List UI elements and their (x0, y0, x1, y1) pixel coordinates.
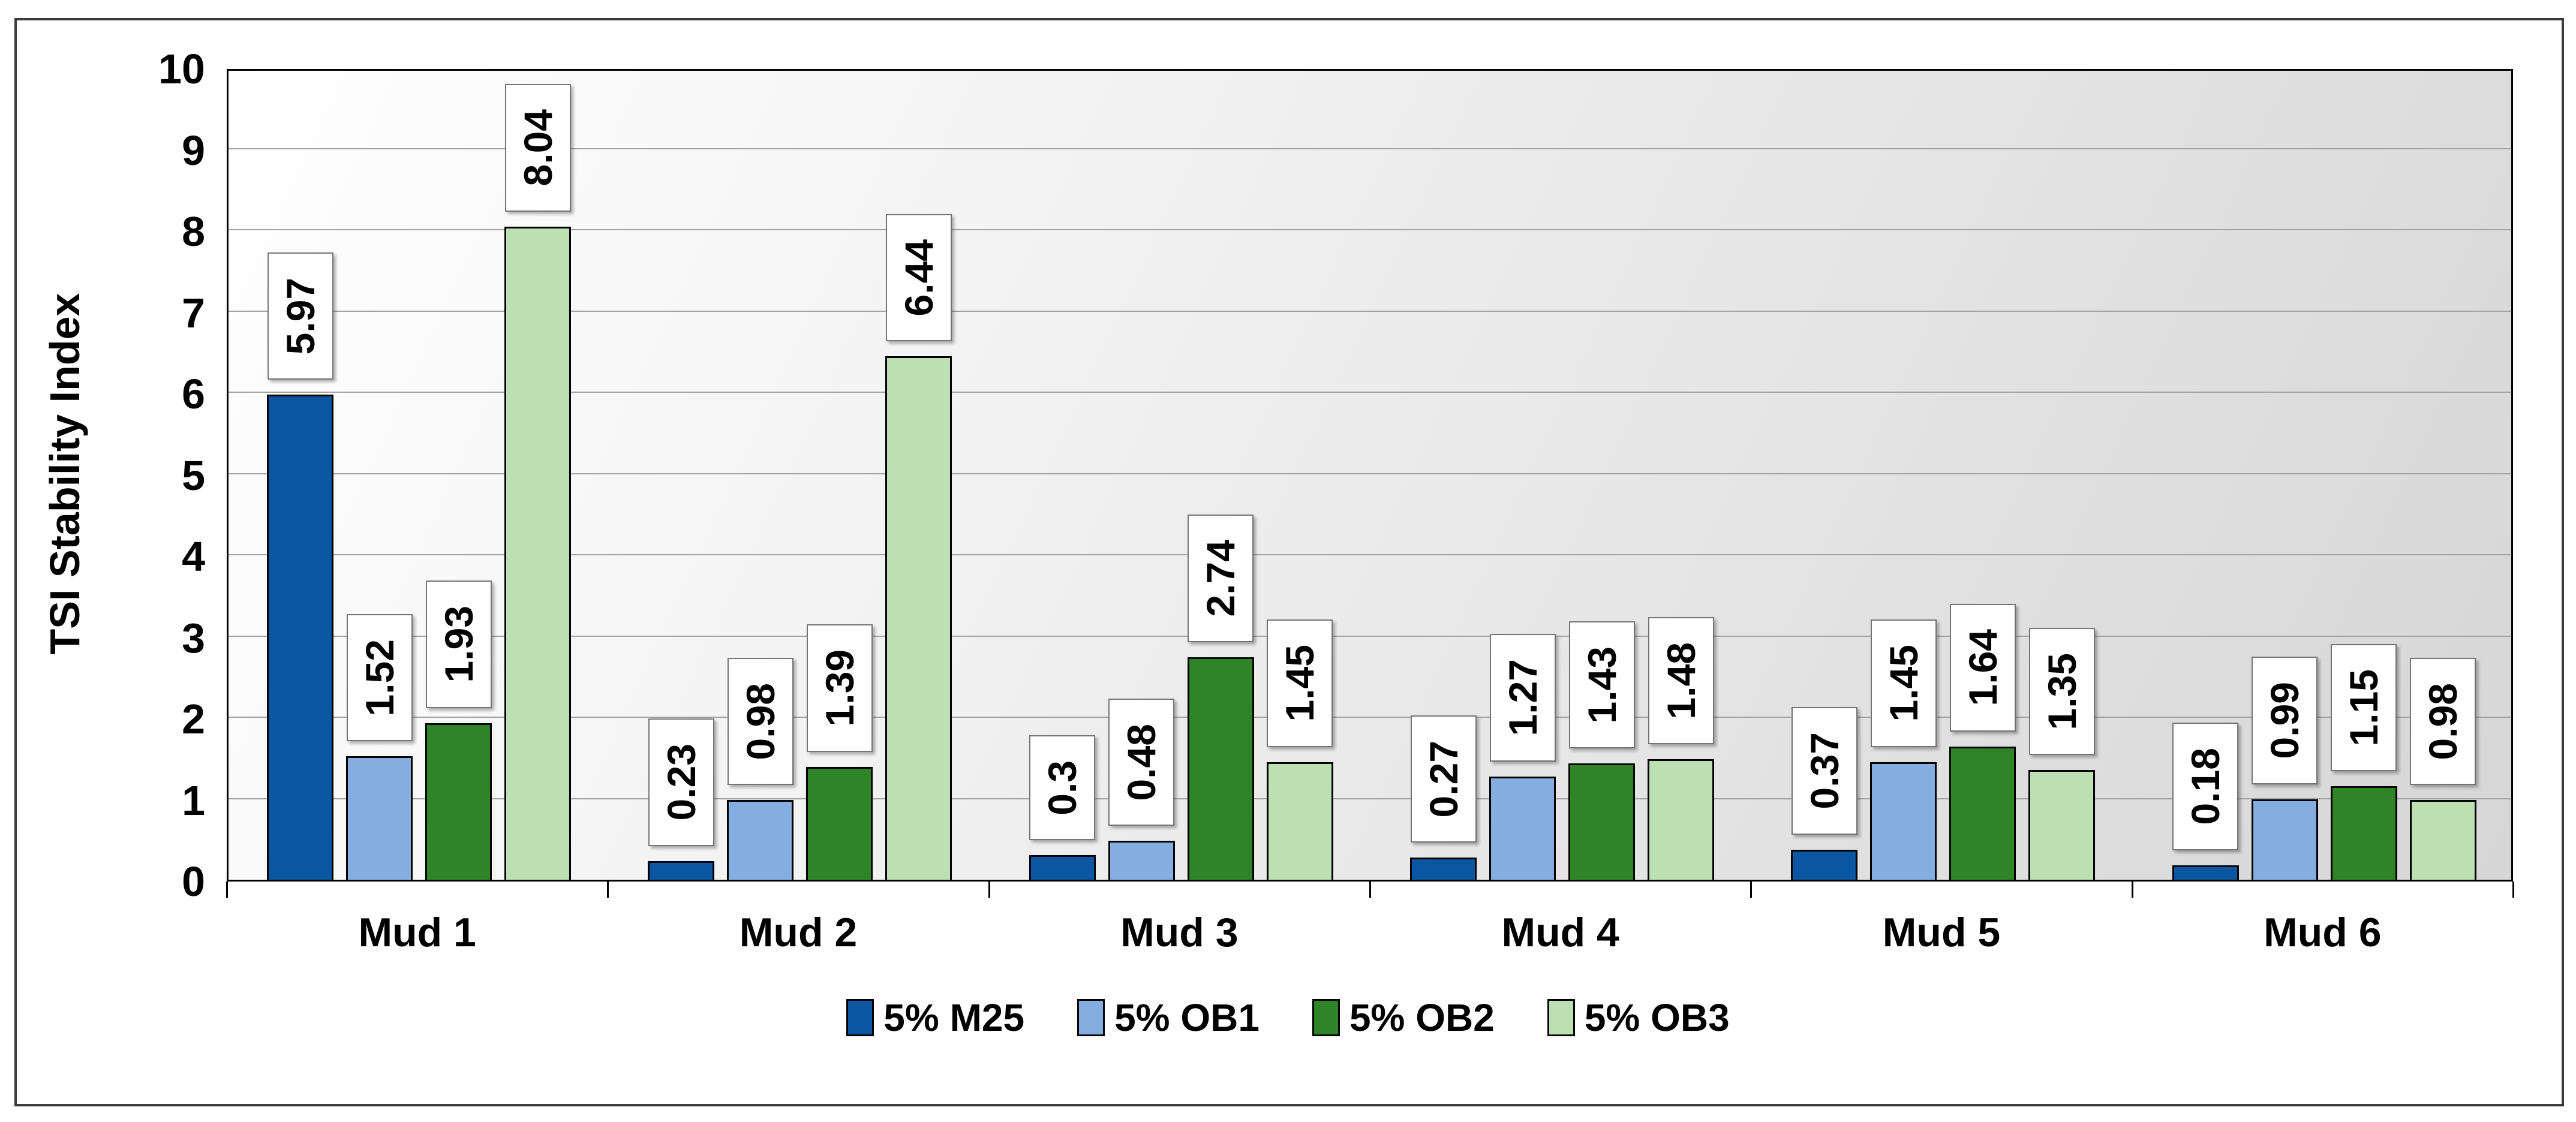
gridline-y9 (229, 148, 2511, 149)
bar-5-ob1-6 (2251, 799, 2318, 880)
bar-5-ob3-4 (1648, 759, 1714, 880)
category-label-3: Mud 3 (1120, 910, 1239, 955)
bar-5-ob2-5 (1949, 746, 2016, 880)
gridline-y2 (229, 717, 2511, 718)
category-label-4: Mud 4 (1501, 910, 1619, 955)
plot-area: 5.97 0.23 0.3 0.27 0.37 0.18 1.52 0.98 0.48 1.27 1… (227, 69, 2513, 882)
bar-value-label: 1.27 (1489, 634, 1556, 762)
bar-5-ob3-3 (1266, 762, 1333, 880)
legend-label: 5% OB1 (1114, 996, 1260, 1039)
category-label-6: Mud 6 (2264, 910, 2382, 955)
legend-item-5-m25: 5% M25 (846, 995, 1024, 1040)
legend: 5% M25 5% OB1 5% OB2 5% OB3 (0, 995, 2576, 1040)
bar-5-ob3-5 (2028, 770, 2096, 880)
gridline-y6 (229, 392, 2511, 393)
y-tick-label-9: 9 (182, 127, 205, 174)
bar-value-label: 1.93 (425, 580, 492, 708)
bar-value-label: 1.15 (2331, 643, 2397, 772)
legend-label: 5% OB2 (1349, 996, 1495, 1039)
bar-value-label: 0.18 (2172, 723, 2239, 850)
bar-value-label: 1.39 (806, 624, 873, 752)
x-axis-tick (1750, 882, 1753, 898)
bar-5-ob1-5 (1870, 762, 1937, 880)
bar-value-label: 0.27 (1410, 715, 1477, 843)
bar-value-label: 1.48 (1648, 617, 1714, 745)
x-axis-tick (607, 882, 609, 898)
bar-value-label: 0.37 (1791, 707, 1857, 835)
legend-swatch-icon (1077, 999, 1105, 1036)
gridline-y8 (229, 229, 2511, 230)
legend-label: 5% OB3 (1584, 996, 1730, 1039)
bar-5-ob3-6 (2409, 800, 2476, 880)
gridline-y4 (229, 554, 2511, 555)
y-tick-label-4: 4 (182, 533, 205, 580)
y-tick-label-3: 3 (182, 614, 205, 661)
bar-value-label: 0.98 (727, 657, 793, 786)
bar-5-ob2-2 (806, 766, 873, 880)
gridline-y5 (229, 473, 2511, 474)
bar-value-label: 6.44 (885, 213, 952, 342)
y-tick-label-6: 6 (182, 371, 205, 417)
bar-value-label: 1.35 (2028, 627, 2095, 756)
bar-value-label: 0.23 (648, 718, 714, 846)
bar-value-label: 0.3 (1029, 735, 1096, 841)
y-tick-label-0: 0 (182, 858, 205, 905)
bar-5-ob2-4 (1568, 763, 1635, 880)
y-tick-label-10: 10 (158, 46, 205, 92)
category-label-5: Mud 5 (1882, 910, 2001, 955)
x-axis-tick (2131, 882, 2133, 898)
bar-value-label: 1.52 (346, 613, 413, 742)
legend-item-5-ob2: 5% OB2 (1312, 995, 1495, 1040)
bar-5-m25-2 (648, 861, 715, 880)
x-axis-tick (2512, 882, 2514, 898)
bar-value-label: 0.48 (1108, 698, 1175, 826)
legend-swatch-icon (1312, 999, 1340, 1036)
bar-value-label: 1.64 (1949, 604, 2016, 732)
bar-5-m25-4 (1410, 858, 1477, 880)
figure-border (14, 18, 2564, 1106)
y-tick-label-7: 7 (182, 289, 205, 336)
bar-value-label: 1.45 (1267, 619, 1333, 747)
legend-item-5-ob1: 5% OB1 (1077, 995, 1260, 1040)
bar-5-ob1-3 (1108, 840, 1175, 880)
bar-5-ob3-2 (885, 356, 952, 880)
bar-5-m25-5 (1791, 849, 1858, 880)
bar-value-label: 8.04 (504, 84, 571, 212)
legend-label: 5% M25 (883, 996, 1025, 1039)
bar-value-label: 1.43 (1568, 621, 1635, 749)
bar-value-label: 2.74 (1188, 515, 1254, 642)
y-tick-label-8: 8 (182, 208, 205, 255)
bar-5-ob1-4 (1489, 776, 1556, 880)
bar-5-ob2-6 (2330, 786, 2397, 880)
x-axis-tick (988, 882, 990, 898)
x-axis-tick (1369, 882, 1371, 898)
gridline-y7 (229, 310, 2511, 312)
bar-value-label: 0.99 (2252, 657, 2318, 784)
bar-value-label: 1.45 (1870, 619, 1937, 747)
bar-5-m25-3 (1029, 855, 1096, 880)
bar-5-m25-6 (2172, 865, 2239, 880)
y-tick-label-5: 5 (182, 452, 205, 499)
legend-swatch-icon (846, 999, 874, 1036)
y-tick-label-1: 1 (182, 777, 205, 824)
bar-5-ob2-1 (425, 723, 492, 880)
category-label-2: Mud 2 (739, 910, 858, 955)
category-label-1: Mud 1 (358, 910, 476, 955)
x-axis-tick (226, 882, 228, 898)
legend-item-5-ob3: 5% OB3 (1547, 995, 1730, 1040)
bar-value-label: 0.98 (2410, 657, 2476, 786)
gridline-y3 (229, 635, 2511, 637)
bar-5-ob2-3 (1187, 657, 1254, 880)
bar-5-m25-1 (267, 395, 333, 880)
legend-swatch-icon (1547, 999, 1575, 1036)
gridline-y1 (229, 798, 2511, 799)
bar-5-ob3-1 (504, 226, 571, 880)
bar-value-label: 5.97 (267, 252, 333, 380)
y-tick-label-2: 2 (182, 696, 205, 742)
bar-5-ob1-1 (346, 756, 413, 880)
bar-5-ob1-2 (727, 800, 794, 880)
